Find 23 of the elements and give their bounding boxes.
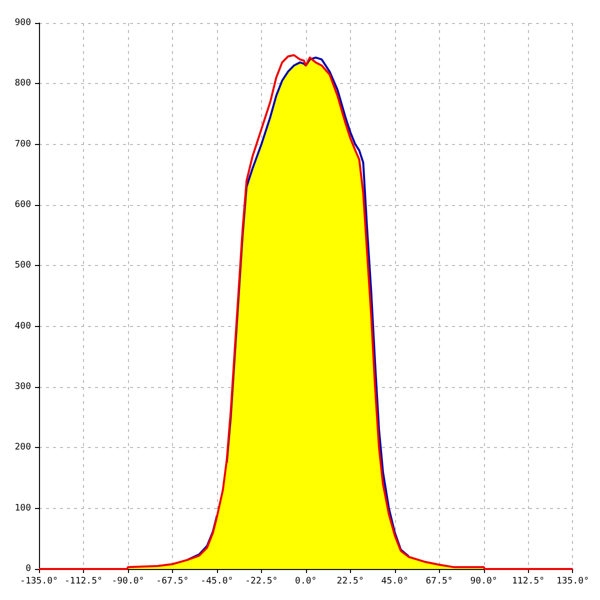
x-tick-label: -45.0°	[200, 576, 234, 586]
x-tick-label: 90.0°	[470, 576, 498, 586]
x-tick-label: 22.5°	[336, 576, 364, 586]
y-tick-label: 500	[14, 260, 31, 271]
x-tick-label: 45.0°	[381, 576, 408, 586]
y-tick-label: 900	[14, 18, 31, 28]
y-tick-label: 700	[14, 139, 31, 150]
y-tick-label: 300	[14, 382, 31, 392]
x-tick-label: 135.0°	[556, 576, 589, 586]
x-tick-label: -112.5°	[64, 576, 102, 586]
x-tick-label: -22.5°	[245, 576, 278, 586]
x-tick-label: 112.5°	[512, 576, 545, 586]
y-tick-label: 600	[14, 200, 31, 210]
y-tick-label: 0	[26, 564, 31, 574]
x-tick-label: -135.0°	[20, 576, 58, 586]
y-tick-label: 100	[14, 503, 31, 514]
x-tick-label: 67.5°	[426, 576, 453, 586]
x-tick-label: -90.0°	[112, 576, 144, 586]
y-tick-label: 400	[14, 321, 31, 332]
y-tick-label: 200	[14, 442, 31, 453]
x-tick-label: 0.0°	[295, 576, 317, 586]
y-tick-label: 800	[14, 78, 31, 89]
x-tick-label: -67.5°	[156, 576, 189, 586]
